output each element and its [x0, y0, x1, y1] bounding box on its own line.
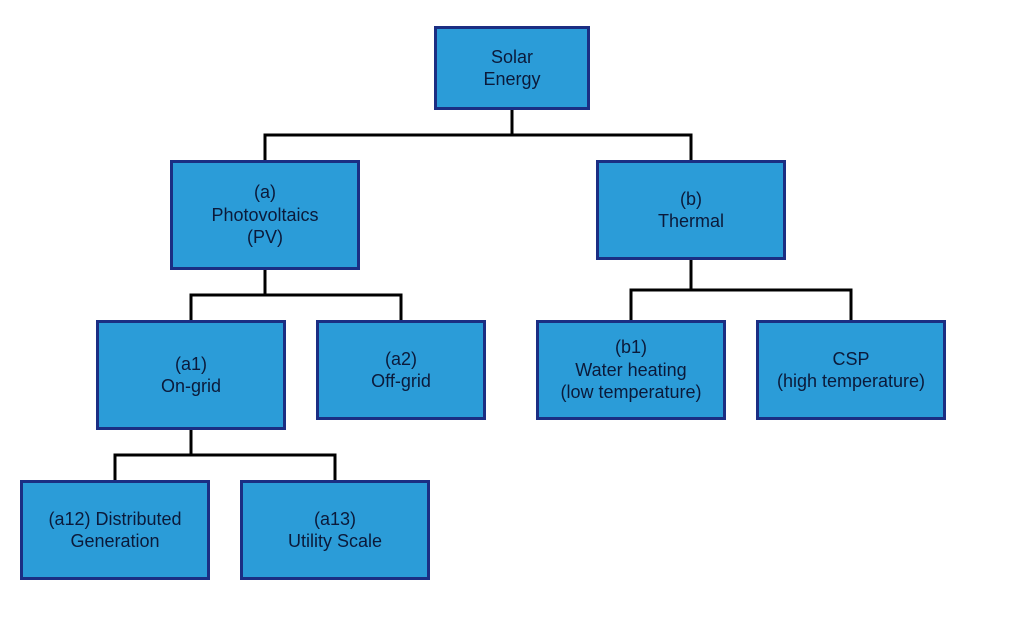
node-label: CSP — [832, 348, 869, 371]
node-off-grid: (a2) Off-grid — [316, 320, 486, 420]
node-label: Energy — [483, 68, 540, 91]
node-thermal: (b) Thermal — [596, 160, 786, 260]
node-water-heating: (b1) Water heating (low temperature) — [536, 320, 726, 420]
node-label: Photovoltaics — [211, 204, 318, 227]
node-label: (low temperature) — [560, 381, 701, 404]
node-csp: CSP (high temperature) — [756, 320, 946, 420]
node-label: (high temperature) — [777, 370, 925, 393]
node-label: (PV) — [247, 226, 283, 249]
node-label: Utility Scale — [288, 530, 382, 553]
node-distributed-generation: (a12) Distributed Generation — [20, 480, 210, 580]
node-label: Water heating — [575, 359, 686, 382]
node-label: (a12) Distributed — [48, 508, 181, 531]
node-label: Generation — [70, 530, 159, 553]
node-label: (a1) — [175, 353, 207, 376]
node-label: (b) — [680, 188, 702, 211]
diagram-canvas: Solar Energy (a) Photovoltaics (PV) (b) … — [0, 0, 1024, 624]
node-label: Solar — [491, 46, 533, 69]
node-solar-energy: Solar Energy — [434, 26, 590, 110]
node-label: (a13) — [314, 508, 356, 531]
node-label: Thermal — [658, 210, 724, 233]
node-label: Off-grid — [371, 370, 431, 393]
node-on-grid: (a1) On-grid — [96, 320, 286, 430]
node-utility-scale: (a13) Utility Scale — [240, 480, 430, 580]
node-photovoltaics: (a) Photovoltaics (PV) — [170, 160, 360, 270]
node-label: (a2) — [385, 348, 417, 371]
node-label: (b1) — [615, 336, 647, 359]
node-label: On-grid — [161, 375, 221, 398]
node-label: (a) — [254, 181, 276, 204]
